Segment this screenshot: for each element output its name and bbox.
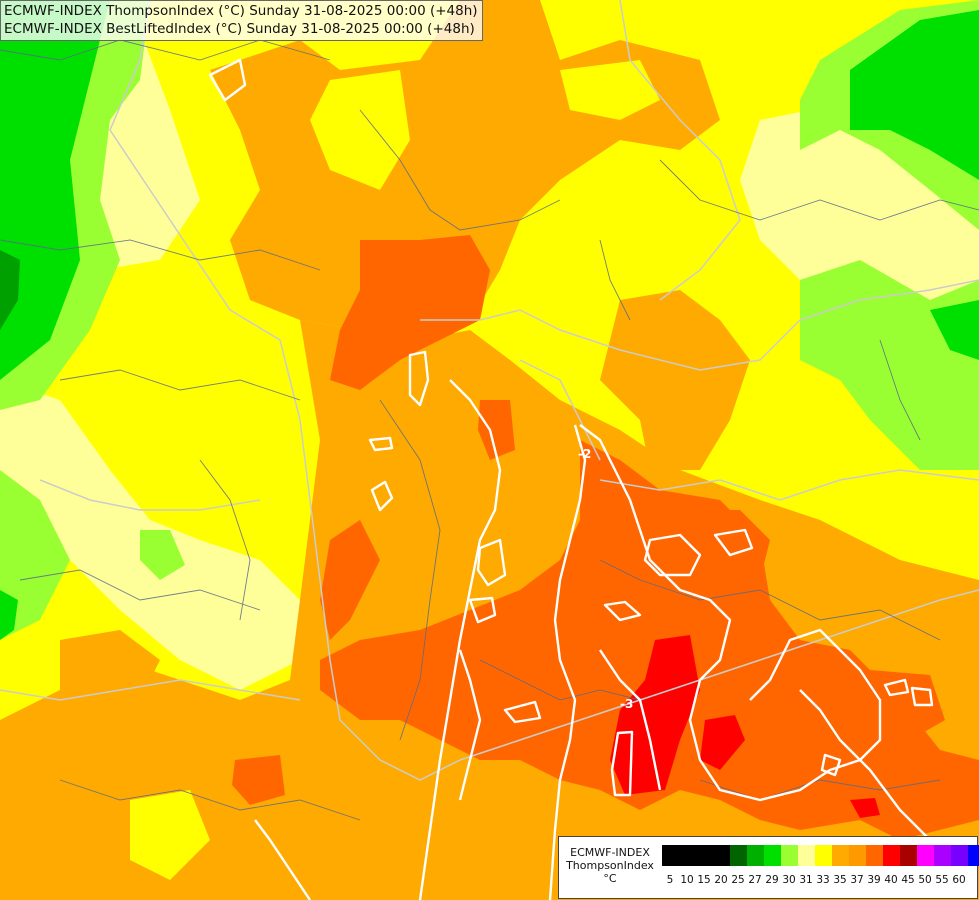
contour-loop-1 bbox=[408, 350, 430, 407]
legend-tick-label: 50 bbox=[918, 874, 932, 886]
legend-swatch bbox=[781, 845, 798, 866]
contour-loop-3 bbox=[476, 538, 507, 587]
legend-title-line-3: °C bbox=[603, 872, 617, 885]
contour-loop-12 bbox=[910, 686, 934, 707]
legend-tick-label: 60 bbox=[952, 874, 966, 886]
legend-tick-label: 20 bbox=[714, 874, 728, 886]
field-light-orange-east-ridge bbox=[600, 290, 750, 470]
legend-tick-label: 15 bbox=[697, 874, 711, 886]
field-dark-orange-spot3 bbox=[870, 670, 945, 740]
legend-tick-label: 39 bbox=[867, 874, 881, 886]
legend-swatch bbox=[815, 845, 832, 866]
field-yellow-north-island bbox=[310, 70, 410, 190]
legend-tick-label: 40 bbox=[884, 874, 898, 886]
legend-swatch bbox=[730, 845, 747, 866]
field-dark-green-west bbox=[0, 250, 20, 330]
contour-north-1 bbox=[208, 58, 247, 102]
legend-swatch bbox=[696, 845, 713, 866]
legend-tick-label: 27 bbox=[748, 874, 762, 886]
field-green-west bbox=[0, 0, 110, 380]
legend-tick-label: 29 bbox=[765, 874, 779, 886]
legend-swatch bbox=[662, 845, 679, 866]
regional-borders bbox=[0, 39, 979, 821]
legend-swatch bbox=[832, 845, 849, 866]
contour-ring-b bbox=[548, 424, 587, 900]
contour-label-minus-2: -2 bbox=[578, 447, 591, 461]
field-dark-orange-center bbox=[330, 235, 490, 390]
color-legend: ECMWF-INDEX ThompsonIndex °C 5 10 15 20 25 27… bbox=[558, 836, 979, 899]
legend-swatch bbox=[679, 845, 696, 866]
legend-swatch bbox=[883, 845, 900, 866]
legend-tick-label: 35 bbox=[833, 874, 847, 886]
legend-title: ECMWF-INDEX ThompsonIndex °C bbox=[561, 846, 659, 885]
contour-loop-5 bbox=[643, 533, 702, 577]
field-red-core bbox=[610, 635, 700, 795]
contour-outer bbox=[418, 379, 502, 900]
country-borders bbox=[0, 0, 979, 781]
legend-title-line-1: ECMWF-INDEX bbox=[570, 846, 650, 859]
field-red-east bbox=[850, 798, 880, 818]
field-dark-orange-east bbox=[690, 510, 770, 580]
contour-mid-south bbox=[599, 649, 662, 791]
legend-tick-label: 37 bbox=[850, 874, 864, 886]
contour-loop-11 bbox=[883, 678, 910, 697]
legend-swatch bbox=[798, 845, 815, 866]
field-yellow-southwest-patch bbox=[130, 790, 210, 880]
legend-tick-label: 55 bbox=[935, 874, 949, 886]
legend-title-line-2: ThompsonIndex bbox=[566, 859, 654, 872]
field-green-northeast bbox=[850, 10, 979, 180]
field-dark-orange-spot2 bbox=[232, 755, 285, 805]
legend-swatch bbox=[917, 845, 934, 866]
legend-swatch bbox=[934, 845, 951, 866]
legend-swatch bbox=[747, 845, 764, 866]
legend-swatch bbox=[764, 845, 781, 866]
field-dark-orange-strip bbox=[320, 520, 380, 640]
contour-loop-4 bbox=[468, 596, 497, 624]
legend-tick-label: 33 bbox=[816, 874, 830, 886]
legend-tick-label: 45 bbox=[901, 874, 915, 886]
map-title-line-1: ECMWF-INDEX ThompsonIndex (°C) Sunday 31… bbox=[4, 3, 478, 19]
legend-swatch bbox=[713, 845, 730, 866]
contour-loop-6 bbox=[713, 528, 754, 557]
contour-inner-west bbox=[458, 649, 482, 801]
legend-tick-label: 5 bbox=[666, 874, 674, 886]
contour-loop-2 bbox=[370, 480, 394, 512]
contour-north-2 bbox=[368, 436, 394, 452]
legend-tick-label: 25 bbox=[731, 874, 745, 886]
legend-swatch bbox=[951, 845, 968, 866]
legend-tick-label: 30 bbox=[782, 874, 796, 886]
field-light-orange-sw2 bbox=[0, 740, 80, 840]
map-title-box: ECMWF-INDEX ThompsonIndex (°C) Sunday 31… bbox=[0, 0, 483, 41]
legend-swatch bbox=[900, 845, 917, 866]
contour-south-ring bbox=[254, 819, 311, 900]
legend-swatches bbox=[662, 845, 979, 866]
field-dark-orange-spot1 bbox=[478, 400, 515, 460]
contour-loop-9 bbox=[610, 730, 634, 797]
contour-ring-a bbox=[579, 424, 882, 802]
legend-swatch bbox=[968, 845, 979, 866]
legend-swatch bbox=[849, 845, 866, 866]
contour-loop-10 bbox=[820, 753, 842, 777]
legend-tick-label: 10 bbox=[680, 874, 694, 886]
field-green-east bbox=[930, 300, 979, 360]
map-title-line-2: ECMWF-INDEX BestLiftedIndex (°C) Sunday … bbox=[4, 21, 475, 37]
contour-label-minus-3: -3 bbox=[620, 697, 633, 711]
field-yellow-north-island2 bbox=[560, 60, 660, 120]
legend-swatch bbox=[866, 845, 883, 866]
contour-loop-8 bbox=[503, 700, 542, 724]
field-green-southwest bbox=[0, 590, 18, 640]
field-red-tail bbox=[700, 715, 745, 770]
field-light-green-spot bbox=[140, 530, 185, 580]
field-dark-orange-main bbox=[320, 440, 979, 840]
field-light-orange-southwest bbox=[60, 630, 160, 720]
contour-loop-7 bbox=[603, 600, 642, 622]
legend-tick-label: 31 bbox=[799, 874, 813, 886]
field-light-green-southwest bbox=[0, 470, 70, 640]
